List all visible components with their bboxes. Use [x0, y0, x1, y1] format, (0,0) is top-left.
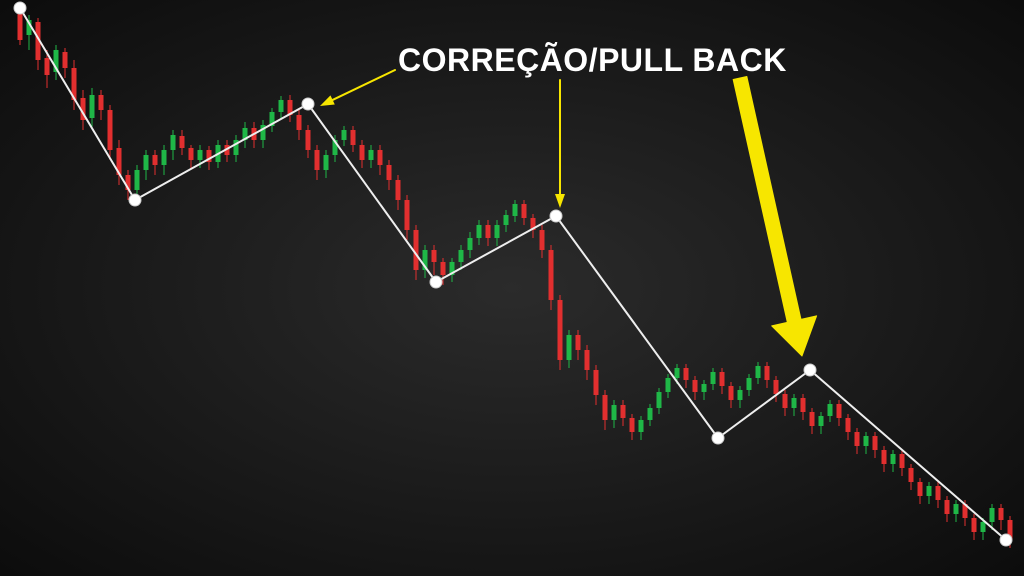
swing-point — [302, 98, 314, 110]
swing-point — [14, 2, 26, 14]
candlestick-chart — [0, 0, 1024, 576]
swing-point — [1000, 534, 1012, 546]
swing-point — [129, 194, 141, 206]
swing-point — [804, 364, 816, 376]
annotation-title: CORREÇÃO/PULL BACK — [398, 42, 787, 79]
chart-container: CORREÇÃO/PULL BACK — [0, 0, 1024, 576]
chart-background — [0, 0, 1024, 576]
swing-point — [430, 276, 442, 288]
swing-point — [712, 432, 724, 444]
swing-point — [550, 210, 562, 222]
